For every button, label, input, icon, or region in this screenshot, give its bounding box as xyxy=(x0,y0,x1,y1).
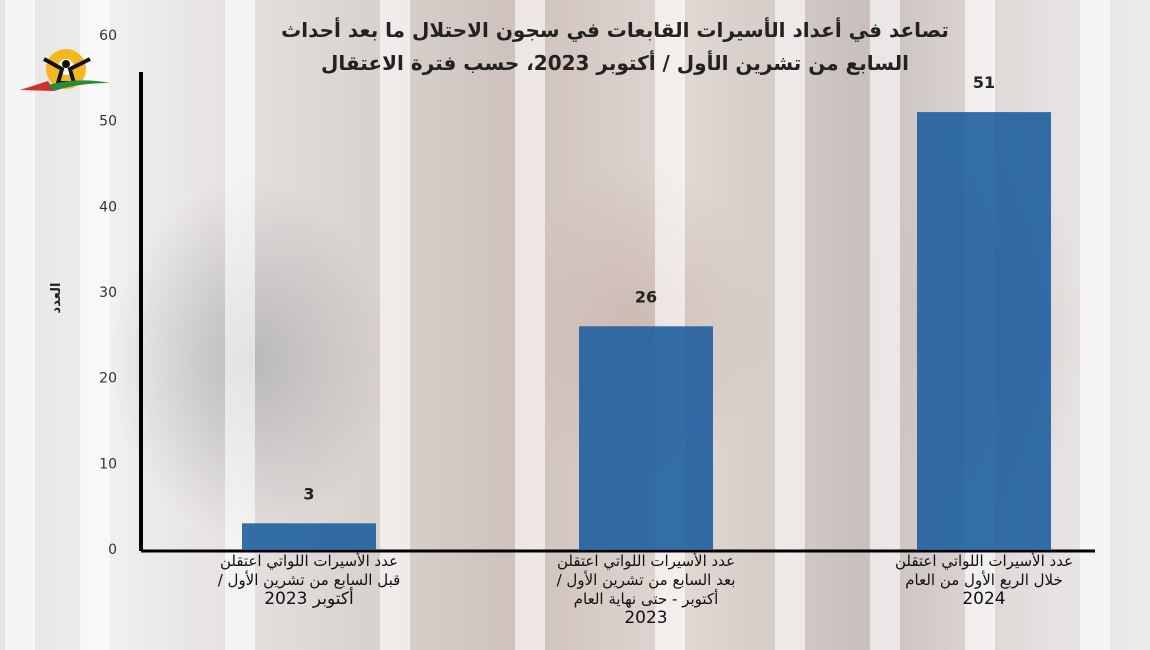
y-tick-label: 50 xyxy=(99,114,117,130)
prison-bar xyxy=(870,0,900,650)
y-tick-label: 20 xyxy=(99,371,117,387)
x-tick-label-line: خلال الربع الأول من العام xyxy=(905,571,1063,589)
x-tick-label-line: بعد السابع من تشرين الأول / xyxy=(556,571,736,589)
y-tick-label: 0 xyxy=(108,542,117,558)
y-tick-label: 60 xyxy=(99,28,117,44)
bar xyxy=(579,326,713,550)
data-label: 3 xyxy=(303,484,314,503)
bar xyxy=(917,112,1051,550)
prison-bar xyxy=(1080,0,1110,650)
x-tick-label-line: عدد الأسيرات اللواتي اعتقلن xyxy=(219,552,399,570)
x-tick-label-line: أكتوبر - حتى نهاية العام xyxy=(573,590,719,608)
data-label: 26 xyxy=(635,287,657,306)
logo-icon xyxy=(20,49,110,91)
x-tick-label: عدد الأسيرات اللواتي اعتقلن بعد السابع من… xyxy=(496,552,796,628)
prison-bar xyxy=(380,0,410,650)
prison-bar xyxy=(515,0,545,650)
data-label: 51 xyxy=(973,73,995,92)
y-tick-label: 40 xyxy=(99,199,117,215)
y-tick-label: 10 xyxy=(99,456,117,472)
bar xyxy=(242,523,376,550)
x-tick-label-line: 2024 xyxy=(962,589,1006,609)
prison-bar xyxy=(775,0,805,650)
y-tick-label: 30 xyxy=(99,285,117,301)
prison-bar xyxy=(5,0,35,650)
organization-logo xyxy=(18,47,113,101)
chart-title: تصاعد في أعداد الأسيرات القابعات في سجون… xyxy=(281,18,949,42)
x-tick-label: عدد الأسيرات اللواتي اعتقلن خلال الربع ال… xyxy=(834,552,1134,609)
y-axis-label: العدد xyxy=(49,283,64,314)
x-tick-label-line: 2023 xyxy=(624,608,668,628)
x-tick-label-line: أكتوبر 2023 xyxy=(264,589,354,609)
x-tick-label-line: عدد الأسيرات اللواتي اعتقلن xyxy=(556,552,736,570)
x-tick-label-line: قبل السابع من تشرين الأول / xyxy=(217,571,401,589)
x-tick-label: عدد الأسيرات اللواتي اعتقلن قبل السابع من… xyxy=(159,552,459,609)
prison-bar xyxy=(80,0,110,650)
chart-subtitle: السابع من تشرين الأول / أكتوبر 2023، حسب… xyxy=(321,51,909,75)
x-tick-label-line: عدد الأسيرات اللواتي اعتقلن xyxy=(894,552,1074,570)
